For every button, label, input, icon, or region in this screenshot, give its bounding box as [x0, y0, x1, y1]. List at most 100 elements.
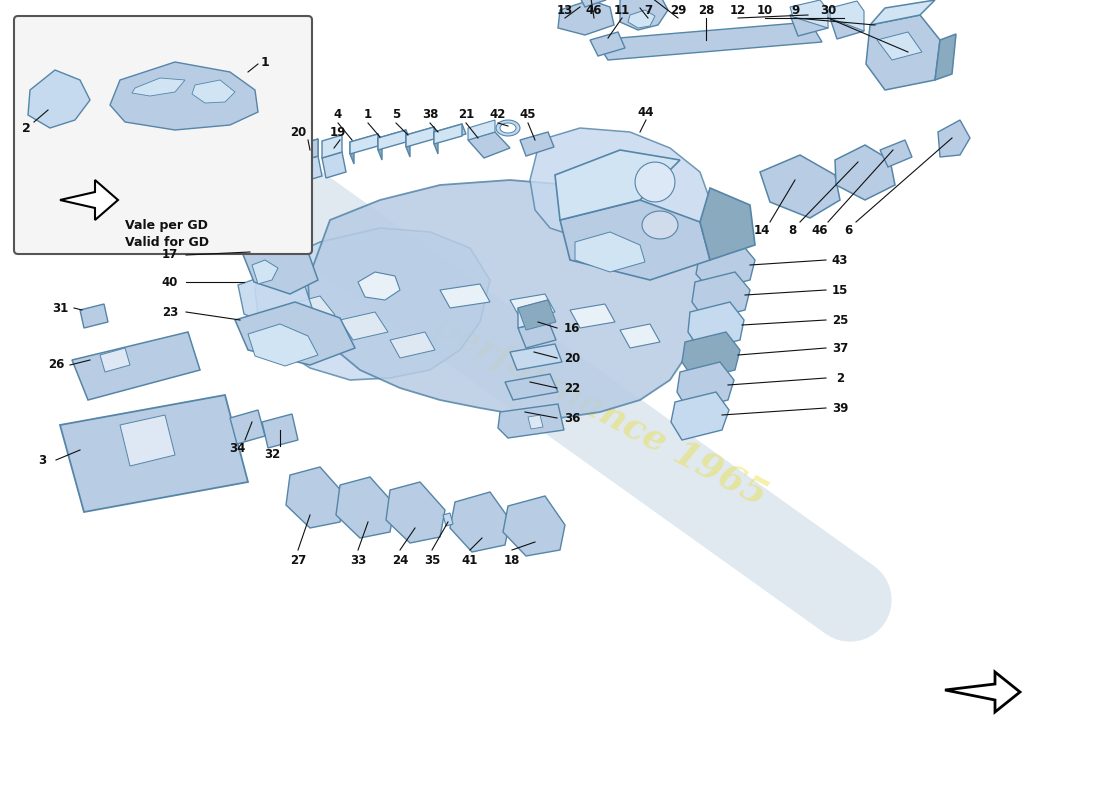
Text: 11: 11 [614, 3, 630, 17]
Polygon shape [620, 324, 660, 348]
Polygon shape [528, 415, 543, 429]
Text: 16: 16 [564, 322, 580, 334]
Polygon shape [468, 120, 495, 140]
Polygon shape [192, 80, 235, 103]
Text: 44: 44 [638, 106, 654, 118]
Polygon shape [682, 332, 740, 380]
Polygon shape [238, 272, 314, 328]
Polygon shape [235, 302, 355, 365]
Text: 33: 33 [350, 554, 366, 566]
Polygon shape [298, 139, 318, 162]
Text: 29: 29 [670, 3, 686, 17]
Text: 24: 24 [392, 554, 408, 566]
Polygon shape [340, 312, 388, 340]
Polygon shape [440, 284, 490, 308]
Polygon shape [378, 130, 410, 148]
Polygon shape [835, 145, 895, 200]
Polygon shape [877, 32, 922, 60]
Polygon shape [286, 467, 345, 528]
Text: Valid for GD: Valid for GD [125, 235, 209, 249]
Text: 4: 4 [334, 109, 342, 122]
Polygon shape [298, 156, 322, 182]
Polygon shape [390, 332, 435, 358]
Text: 20: 20 [564, 351, 580, 365]
Polygon shape [575, 232, 645, 272]
Polygon shape [242, 238, 318, 294]
Text: 30: 30 [820, 3, 836, 17]
Polygon shape [322, 135, 342, 158]
Polygon shape [496, 120, 520, 136]
Polygon shape [620, 0, 668, 30]
Polygon shape [510, 294, 556, 318]
Text: 8: 8 [788, 223, 796, 237]
Text: Vale per GD: Vale per GD [125, 219, 208, 233]
Polygon shape [880, 140, 912, 167]
Polygon shape [72, 332, 200, 400]
Text: 22: 22 [564, 382, 580, 394]
Polygon shape [298, 139, 318, 162]
Text: performance 1965: performance 1965 [428, 308, 772, 512]
Text: 3: 3 [37, 454, 46, 466]
Polygon shape [700, 188, 755, 260]
Text: 25: 25 [832, 314, 848, 326]
Text: 15: 15 [832, 283, 848, 297]
Text: 12: 12 [730, 3, 746, 17]
Text: 2: 2 [22, 122, 31, 134]
Polygon shape [520, 132, 554, 156]
Text: 43: 43 [832, 254, 848, 266]
Text: 19: 19 [330, 126, 346, 138]
Text: 27: 27 [290, 554, 306, 566]
Polygon shape [556, 150, 680, 220]
Text: 26: 26 [47, 358, 64, 371]
Polygon shape [350, 134, 382, 152]
Text: 18: 18 [504, 554, 520, 566]
Polygon shape [308, 180, 710, 418]
Polygon shape [635, 162, 675, 202]
Polygon shape [468, 132, 510, 158]
Text: 38: 38 [421, 109, 438, 122]
Polygon shape [120, 415, 175, 466]
Polygon shape [866, 15, 940, 90]
Text: 39: 39 [832, 402, 848, 414]
Text: 46: 46 [585, 3, 603, 17]
Polygon shape [386, 482, 446, 543]
Polygon shape [262, 414, 298, 448]
Text: 13: 13 [557, 3, 573, 17]
Polygon shape [642, 211, 678, 239]
Polygon shape [406, 127, 438, 145]
Polygon shape [676, 362, 734, 410]
Polygon shape [500, 123, 516, 133]
Polygon shape [570, 304, 615, 328]
Text: 34: 34 [229, 442, 245, 454]
Text: 45: 45 [519, 109, 537, 122]
Polygon shape [248, 324, 318, 366]
FancyBboxPatch shape [14, 16, 312, 254]
Polygon shape [322, 152, 346, 178]
Polygon shape [505, 374, 558, 400]
Text: 23: 23 [162, 306, 178, 318]
Polygon shape [255, 228, 490, 380]
Polygon shape [696, 242, 755, 290]
Polygon shape [450, 492, 510, 552]
Text: 36: 36 [564, 411, 580, 425]
Text: 9: 9 [791, 3, 799, 17]
Polygon shape [350, 142, 354, 164]
Polygon shape [830, 11, 864, 39]
Polygon shape [110, 62, 258, 130]
Polygon shape [358, 272, 400, 300]
Polygon shape [518, 320, 556, 348]
Text: 6: 6 [844, 223, 852, 237]
Text: 7: 7 [644, 3, 652, 17]
Polygon shape [560, 200, 710, 280]
Polygon shape [595, 22, 822, 60]
Text: 14: 14 [754, 223, 770, 237]
Polygon shape [378, 130, 406, 150]
Text: 42: 42 [490, 109, 506, 122]
Polygon shape [558, 0, 614, 35]
Polygon shape [434, 124, 466, 142]
Text: 5: 5 [392, 109, 400, 122]
Polygon shape [578, 0, 606, 7]
Polygon shape [671, 392, 729, 440]
Text: 10: 10 [757, 3, 773, 17]
Polygon shape [336, 477, 395, 538]
